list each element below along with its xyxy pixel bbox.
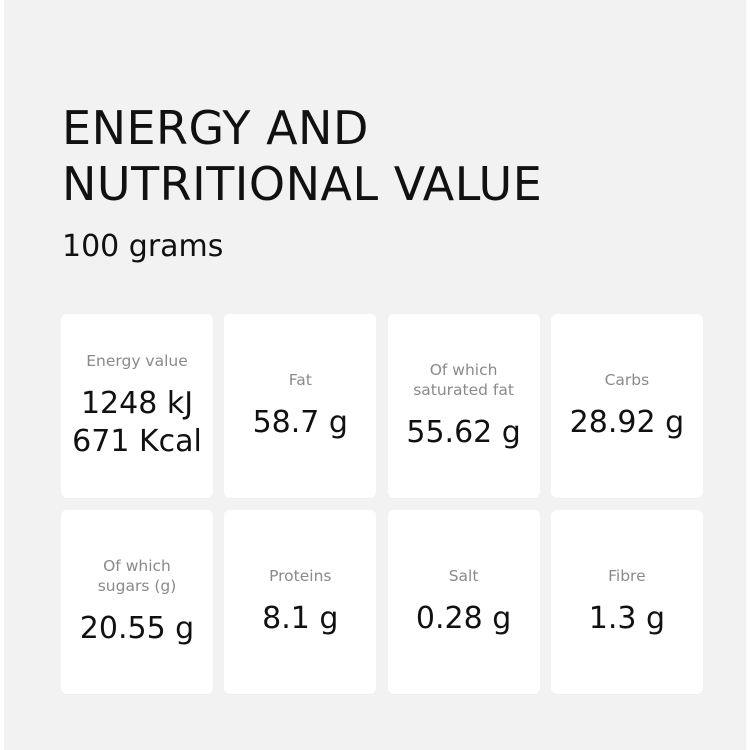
nutrient-label: Fibre [608, 567, 646, 585]
nutrient-label: Carbs [604, 371, 650, 389]
nutrient-card-saturated-fat: Of which saturated fat 55.62 g [387, 314, 540, 498]
nutrient-value: 1.3 g [588, 601, 666, 636]
nutrient-card-fibre: Fibre 1.3 g [550, 510, 703, 694]
nutrition-panel: ENERGY AND NUTRITIONAL VALUE 100 grams E… [4, 0, 746, 750]
nutrient-value: 28.92 g [569, 405, 685, 440]
nutrient-label: Of which saturated fat [413, 361, 514, 399]
nutrient-label: Fat [288, 371, 312, 389]
nutrient-card-salt: Salt 0.28 g [387, 510, 540, 694]
nutrient-value: 55.62 g [406, 415, 521, 450]
nutrient-value: 20.55 g [79, 611, 195, 646]
nutrient-card-fat: Fat 58.7 g [224, 314, 377, 498]
nutrient-value: 58.7 g [252, 405, 348, 440]
nutrient-label: Energy value [86, 352, 188, 370]
nutrient-label: Proteins [269, 567, 332, 585]
page-title: ENERGY AND NUTRITIONAL VALUE [62, 101, 543, 211]
serving-size: 100 grams [62, 229, 224, 264]
nutrition-grid: Energy value 1248 kJ 671 Kcal Fat 58.7 g… [61, 314, 703, 694]
nutrient-card-carbs: Carbs 28.92 g [550, 314, 703, 498]
nutrient-value: 0.28 g [415, 601, 512, 636]
nutrient-value: 8.1 g [262, 601, 339, 636]
nutrient-label: Of which sugars (g) [97, 557, 177, 595]
nutrient-card-energy: Energy value 1248 kJ 671 Kcal [61, 314, 213, 498]
nutrient-label: Salt [448, 567, 479, 585]
nutrient-card-sugars: Of which sugars (g) 20.55 g [61, 510, 213, 694]
nutrient-card-proteins: Proteins 8.1 g [224, 510, 377, 694]
nutrient-value: 1248 kJ 671 Kcal [72, 386, 202, 459]
